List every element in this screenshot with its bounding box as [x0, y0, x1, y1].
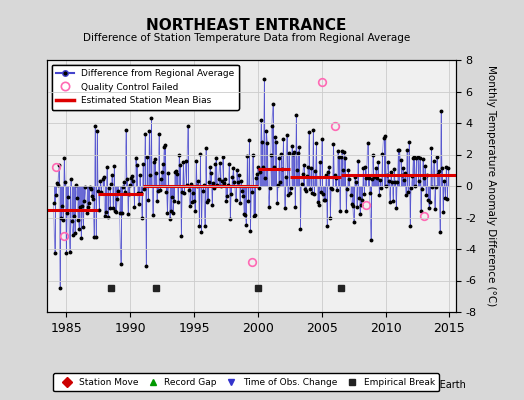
Legend: Station Move, Record Gap, Time of Obs. Change, Empirical Break: Station Move, Record Gap, Time of Obs. C…: [53, 374, 439, 392]
Y-axis label: Monthly Temperature Anomaly Difference (°C): Monthly Temperature Anomaly Difference (…: [486, 65, 496, 307]
Text: Difference of Station Temperature Data from Regional Average: Difference of Station Temperature Data f…: [83, 33, 410, 43]
Legend: Difference from Regional Average, Quality Control Failed, Estimated Station Mean: Difference from Regional Average, Qualit…: [52, 64, 239, 110]
Text: Berkeley Earth: Berkeley Earth: [395, 380, 466, 390]
Text: NORTHEAST ENTRANCE: NORTHEAST ENTRANCE: [146, 18, 346, 34]
